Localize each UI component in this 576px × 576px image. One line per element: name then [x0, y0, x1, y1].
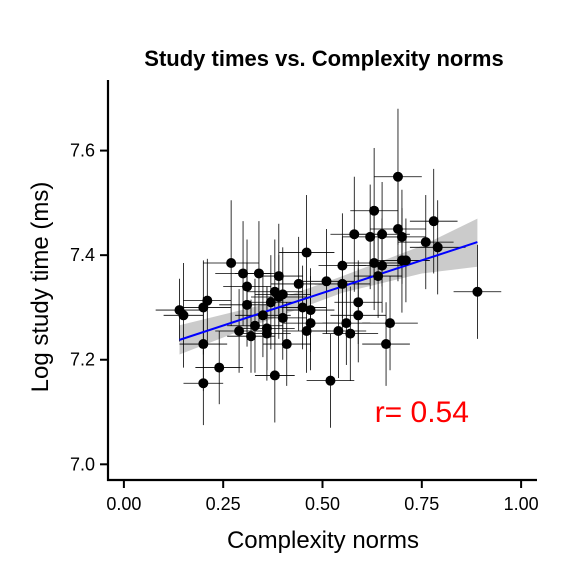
- data-point: [253, 268, 264, 279]
- y-tick-label: 7.6: [70, 141, 95, 161]
- data-point: [305, 318, 316, 329]
- points-layer: [174, 171, 483, 389]
- data-point: [333, 325, 344, 336]
- data-point: [242, 299, 253, 310]
- data-point: [381, 339, 392, 350]
- data-point: [396, 231, 407, 242]
- data-point: [198, 339, 209, 350]
- data-point: [345, 328, 356, 339]
- data-point: [369, 258, 380, 269]
- data-point: [257, 310, 268, 321]
- data-point: [385, 318, 396, 329]
- data-point: [293, 278, 304, 289]
- data-point: [428, 216, 439, 227]
- data-point: [365, 231, 376, 242]
- data-point: [238, 268, 249, 279]
- data-point: [301, 325, 312, 336]
- x-ticks-layer: 0.00 0.25 0.50 0.75 1.00: [106, 480, 539, 514]
- data-point: [400, 255, 411, 266]
- data-point: [277, 289, 288, 300]
- data-point: [273, 271, 284, 282]
- data-point: [353, 297, 364, 308]
- fit-line-layer: [179, 241, 478, 341]
- data-point: [249, 320, 260, 331]
- data-point: [369, 205, 380, 216]
- data-point: [341, 318, 352, 329]
- y-tick-label: 7.0: [70, 454, 95, 474]
- data-point: [432, 242, 443, 253]
- data-point: [305, 305, 316, 316]
- data-point: [234, 325, 245, 336]
- x-tick-label: 0.75: [404, 494, 439, 514]
- correlation-annotation: r= 0.54: [375, 396, 469, 429]
- data-point: [261, 323, 272, 334]
- chart-title: Study times vs. Complexity norms: [144, 46, 503, 71]
- confidence-band-layer: [179, 218, 478, 355]
- data-point: [373, 271, 384, 282]
- data-point: [377, 229, 388, 240]
- x-axis-title: Complexity norms: [227, 527, 419, 554]
- data-point: [349, 229, 360, 240]
- data-point: [242, 281, 253, 292]
- x-tick-label: 0.50: [305, 494, 340, 514]
- data-point: [178, 310, 189, 321]
- x-tick-label: 1.00: [504, 494, 539, 514]
- data-point: [325, 375, 336, 386]
- data-point: [214, 362, 225, 373]
- y-axis-title: Log study time (ms): [27, 182, 54, 393]
- data-point: [321, 276, 332, 287]
- data-point: [226, 258, 237, 269]
- data-point: [420, 237, 431, 248]
- confidence-band: [179, 218, 478, 355]
- regression-line: [179, 241, 478, 341]
- y-tick-label: 7.2: [70, 350, 95, 370]
- x-tick-label: 0.25: [206, 494, 241, 514]
- y-tick-label: 7.4: [70, 245, 95, 265]
- data-point: [392, 171, 403, 182]
- x-tick-label: 0.00: [106, 494, 141, 514]
- data-point: [472, 286, 483, 297]
- data-point: [269, 370, 280, 381]
- data-point: [198, 378, 209, 389]
- y-ticks-layer: 7.0 7.2 7.4 7.6: [70, 141, 108, 474]
- data-point: [337, 278, 348, 289]
- data-point: [281, 339, 292, 350]
- data-point: [265, 297, 276, 308]
- data-point: [246, 331, 256, 342]
- data-point: [277, 312, 288, 323]
- data-point: [337, 260, 348, 271]
- data-point: [297, 302, 308, 313]
- data-point: [202, 295, 213, 306]
- data-point: [392, 224, 403, 235]
- data-point: [353, 310, 364, 321]
- data-point: [377, 260, 388, 271]
- data-point: [301, 247, 312, 258]
